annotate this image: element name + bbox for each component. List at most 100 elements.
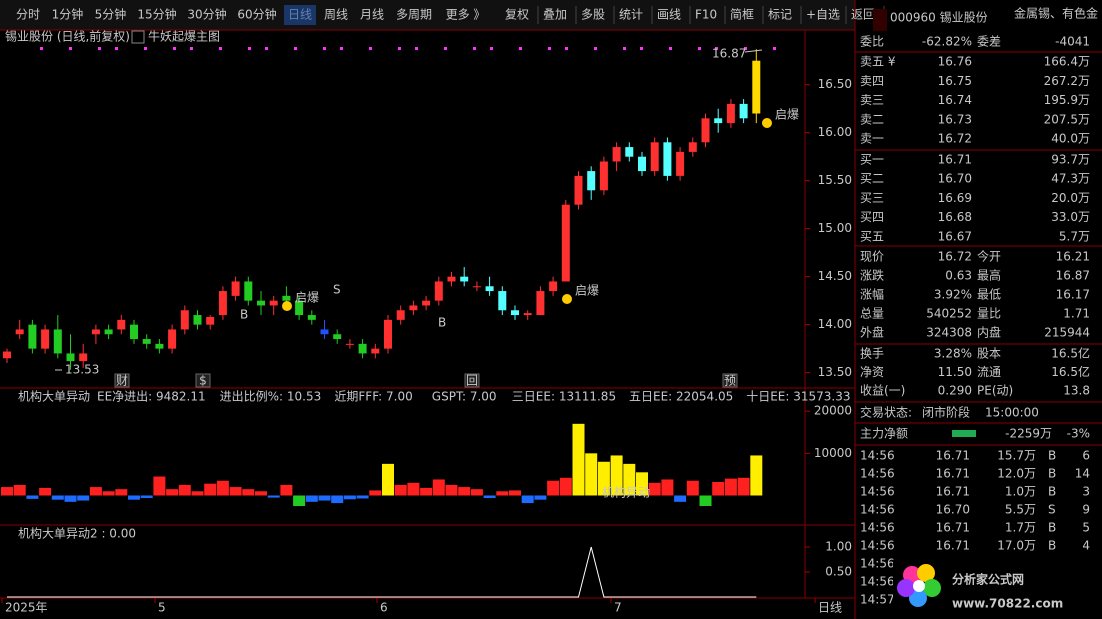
flow-bar xyxy=(89,487,102,496)
flow-bar xyxy=(674,495,687,502)
tool-button[interactable]: F10 xyxy=(695,8,717,22)
y-tick-label: 16.00 xyxy=(818,125,852,139)
tool-button[interactable]: 标记 xyxy=(768,8,792,22)
quote-cell: 0.290 xyxy=(938,384,972,398)
candle-body xyxy=(295,300,304,316)
quote-cell: 5 xyxy=(1082,521,1090,535)
quote-cell: 现价 xyxy=(860,250,884,264)
flow-bar xyxy=(432,479,445,496)
candle-body xyxy=(549,281,558,292)
tool-button[interactable]: 简框 xyxy=(730,8,754,22)
candle-body xyxy=(536,291,545,316)
quote-cell: 16.76 xyxy=(938,55,972,69)
candle-body xyxy=(688,142,697,152)
signal-dot xyxy=(98,47,101,50)
indicator-value: 十日EE: 31573.33 xyxy=(746,390,850,404)
tool-button[interactable]: 统计 xyxy=(619,8,643,22)
candle-body xyxy=(561,204,570,282)
quote-cell: 16.17 xyxy=(1056,288,1090,302)
tool-button[interactable]: 复权 xyxy=(505,8,529,22)
candle-body xyxy=(206,316,215,325)
tool-button[interactable]: 多股 xyxy=(581,8,605,22)
signal-dot xyxy=(473,47,476,50)
candle-body xyxy=(345,343,354,345)
quote-cell: 1.71 xyxy=(1063,307,1090,321)
candle-body xyxy=(638,156,646,172)
flow-bar xyxy=(509,490,521,496)
quote-cell: 3.92% xyxy=(934,288,972,302)
x-tick-label: 6 xyxy=(380,601,388,615)
candle-body xyxy=(599,161,608,191)
annotation: 机构异动 xyxy=(602,485,650,500)
flow-bar xyxy=(242,489,255,496)
period-tab[interactable]: 周线 xyxy=(324,8,348,22)
flow-bar xyxy=(216,480,229,496)
quote-cell: 9 xyxy=(1082,503,1090,517)
y-tick-label: 15.50 xyxy=(818,173,852,187)
candle-body xyxy=(676,151,685,176)
sector: 金属锡、有色金 xyxy=(1014,6,1098,21)
signal-dot xyxy=(369,47,372,50)
flow-bar xyxy=(458,487,471,496)
event-marker: 回 xyxy=(466,374,478,388)
petal xyxy=(909,589,927,607)
tool-button[interactable]: +自选 xyxy=(806,8,840,22)
signal-line xyxy=(7,546,757,598)
flow-bar xyxy=(534,495,547,500)
signal-dot xyxy=(173,47,176,50)
event-box xyxy=(114,373,130,388)
period-tab[interactable]: 60分钟 xyxy=(237,7,276,22)
candle-body xyxy=(218,291,227,316)
period-tab[interactable]: 月线 xyxy=(360,8,384,22)
quote-cell: 14 xyxy=(1075,467,1090,481)
period-tab[interactable]: 30分钟 xyxy=(187,7,226,22)
flow-bar xyxy=(102,491,115,496)
flow-bar xyxy=(318,495,331,501)
x-tick-label: 7 xyxy=(614,601,622,615)
flow-bar xyxy=(559,477,572,496)
candle-body xyxy=(244,281,253,301)
flow-bar xyxy=(585,453,598,496)
signal-dot xyxy=(640,47,643,50)
period-tab[interactable]: 1分钟 xyxy=(52,7,84,22)
signal-label: 启爆 xyxy=(295,291,319,305)
y-tick-label: 20000 xyxy=(814,404,852,418)
candle-body xyxy=(587,171,596,191)
quote-cell: 16.71 xyxy=(936,521,970,535)
flow-bar xyxy=(51,495,64,500)
period-tab[interactable]: 多周期 xyxy=(396,8,432,22)
flow-bar xyxy=(204,483,217,496)
logo-url: www.70822.com xyxy=(952,597,1063,611)
quote-cell: 5.7万 xyxy=(1059,229,1090,243)
signal-label: B xyxy=(240,308,248,322)
pointer xyxy=(744,49,763,53)
candle-body xyxy=(231,281,240,296)
candle-body xyxy=(41,329,50,349)
signal-dot xyxy=(248,47,251,50)
y-tick-label: 10000 xyxy=(814,446,852,460)
logo xyxy=(893,560,1102,619)
period-tab[interactable]: 分时 xyxy=(16,8,40,22)
period-tab[interactable]: 更多 》 xyxy=(446,8,486,22)
stock-name: 000960 锡业股份 xyxy=(890,10,988,25)
flow-bar xyxy=(610,455,623,496)
candle-body xyxy=(574,175,583,205)
quote-cell: 今开 xyxy=(977,249,1001,264)
candle-body xyxy=(320,329,329,335)
flow-bar xyxy=(686,480,699,496)
candle-body xyxy=(650,142,659,172)
period-tab[interactable]: 15分钟 xyxy=(137,7,176,22)
quote-cell: 16.71 xyxy=(936,485,970,499)
period-tab[interactable]: 5分钟 xyxy=(95,7,127,22)
indicator-value: GSPT: 7.00 xyxy=(432,390,497,404)
signal-dot xyxy=(340,47,343,50)
tool-button[interactable]: 返回 xyxy=(851,8,875,22)
quote-cell: 16.68 xyxy=(938,210,972,224)
x-tick-label: 日线 xyxy=(818,601,842,615)
flow-bar xyxy=(407,482,420,496)
tool-button[interactable]: 画线 xyxy=(657,8,681,22)
quote-cell: 闭市阶段 xyxy=(922,405,970,420)
tool-button[interactable]: 叠加 xyxy=(543,8,567,22)
candle-body xyxy=(358,343,367,354)
